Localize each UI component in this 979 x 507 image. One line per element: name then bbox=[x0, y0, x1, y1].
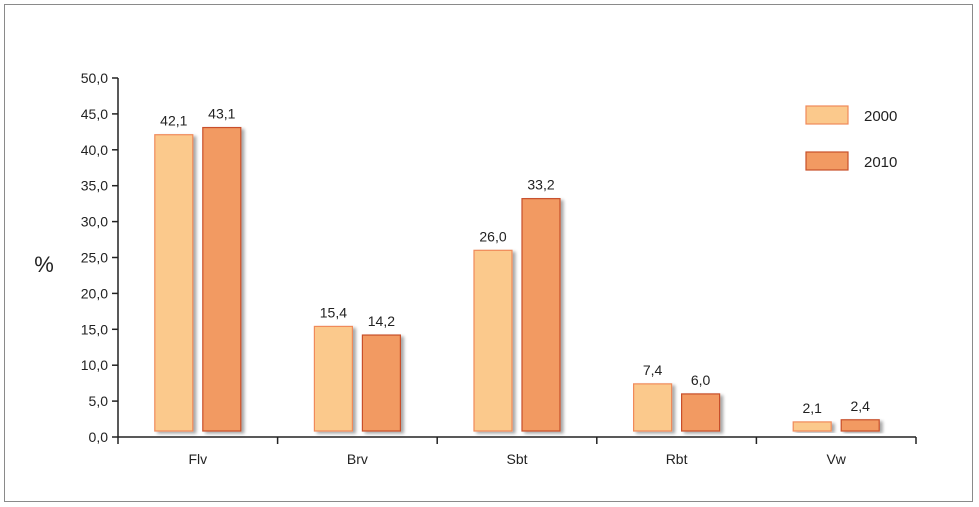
x-axis: Flv Brv Sbt Rbt Vw bbox=[117, 436, 917, 467]
y-tick-label: 25,0 bbox=[81, 250, 108, 266]
bar-brv-2010 bbox=[361, 334, 401, 432]
x-tick-label: Brv bbox=[347, 451, 368, 467]
y-tick-label: 10,0 bbox=[81, 357, 108, 373]
data-label-vw-2010: 2,4 bbox=[850, 398, 870, 414]
y-tick-label: 35,0 bbox=[81, 178, 108, 194]
data-label-sbt-2000: 26,0 bbox=[479, 228, 506, 244]
data-label-rbt-2000: 7,4 bbox=[643, 362, 663, 378]
y-tick-label: 30,0 bbox=[81, 214, 108, 230]
bars: 42,1 43,1 15,4 14,2 26,0 33,2 7,4 6,0 2,1 2,4 bbox=[154, 106, 880, 432]
data-label-flv-2000: 42,1 bbox=[160, 113, 187, 129]
data-label-brv-2000: 15,4 bbox=[320, 304, 347, 320]
x-tick-label: Vw bbox=[826, 451, 846, 467]
data-label-vw-2000: 2,1 bbox=[802, 400, 822, 416]
x-tick-label: Rbt bbox=[666, 451, 688, 467]
y-tick-label: 50,0 bbox=[81, 70, 108, 86]
bar-vw-2010 bbox=[840, 419, 880, 432]
legend-swatch-2000 bbox=[805, 105, 849, 125]
bar-flv-2000 bbox=[154, 134, 194, 432]
y-tick-label: 45,0 bbox=[81, 106, 108, 122]
legend: 2000 2010 bbox=[805, 105, 897, 171]
x-tick-label: Sbt bbox=[506, 451, 527, 467]
data-label-rbt-2010: 6,0 bbox=[691, 372, 711, 388]
legend-label-2010: 2010 bbox=[864, 154, 897, 171]
x-tick-label: Flv bbox=[188, 451, 207, 467]
bar-flv-2010 bbox=[202, 126, 242, 432]
y-tick-label: 20,0 bbox=[81, 285, 108, 301]
data-label-flv-2010: 43,1 bbox=[208, 106, 235, 122]
bar-brv-2000 bbox=[313, 325, 353, 432]
y-tick-label: 0,0 bbox=[89, 429, 109, 445]
y-tick-label: 40,0 bbox=[81, 142, 108, 158]
bar-rbt-2000 bbox=[632, 383, 673, 432]
y-axis: 0,0 5,0 10,0 15,0 20,0 25,0 30,0 35,0 40,0 45,0 50… bbox=[81, 70, 119, 445]
data-label-brv-2010: 14,2 bbox=[368, 313, 395, 329]
bar-vw-2000 bbox=[792, 421, 832, 432]
data-label-sbt-2010: 33,2 bbox=[527, 177, 554, 193]
bar-sbt-2000 bbox=[473, 249, 513, 432]
y-axis-label: % bbox=[34, 252, 54, 277]
legend-swatch-2010 bbox=[805, 151, 849, 171]
y-tick-label: 5,0 bbox=[89, 393, 109, 409]
bar-rbt-2010 bbox=[680, 393, 721, 432]
bar-sbt-2010 bbox=[521, 198, 561, 432]
legend-label-2000: 2000 bbox=[864, 108, 897, 125]
y-tick-label: 15,0 bbox=[81, 321, 108, 337]
